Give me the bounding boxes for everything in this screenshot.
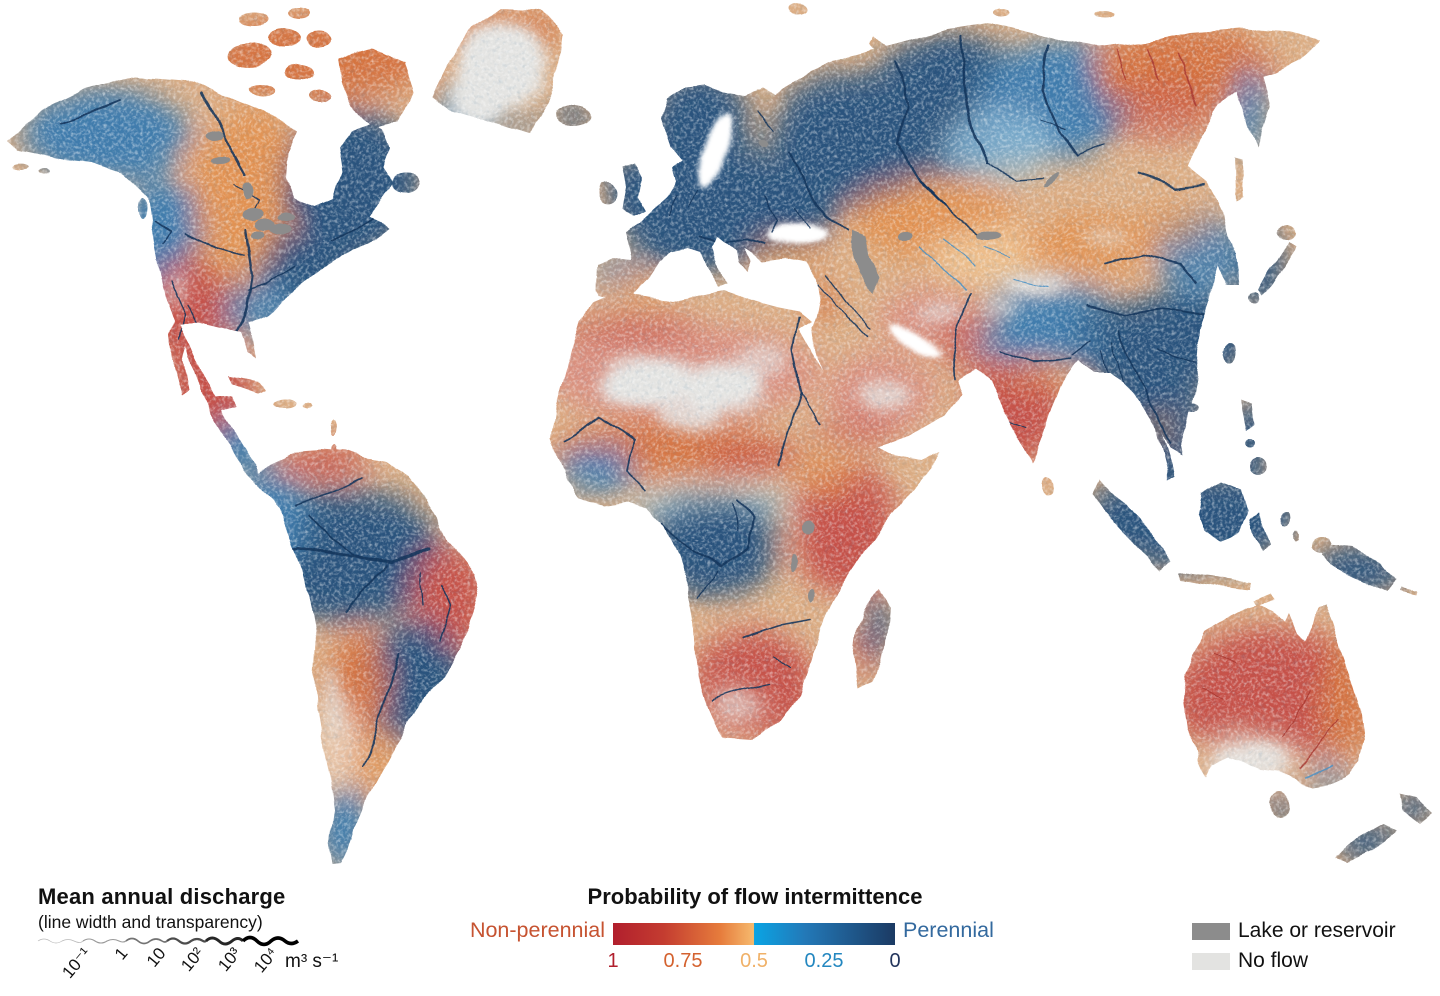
- intermittence-legend-title: Probability of flow intermittence: [587, 884, 923, 909]
- discharge-legend: Mean annual discharge (line width and tr…: [37, 884, 378, 982]
- lake-swatch: [1192, 922, 1230, 940]
- perennial-label: Perennial: [903, 918, 994, 942]
- no-flow-swatch: [1192, 952, 1230, 970]
- colorbar-tick: 0: [889, 950, 901, 972]
- non-perennial-label: Non-perennial: [469, 918, 605, 942]
- discharge-legend-subtitle: (line width and transparency): [38, 912, 263, 932]
- discharge-scale-line: [37, 935, 300, 947]
- rivers-layer: [59, 33, 1341, 779]
- lake-label: Lake or reservoir: [1238, 919, 1396, 942]
- colorbar-tick: 1: [607, 950, 619, 972]
- map-land-group: [8, 5, 1432, 864]
- no-flow-label: No flow: [1238, 949, 1309, 972]
- colorbar-tick: 0.75: [663, 950, 703, 972]
- intermittence-colorbar: [613, 923, 895, 945]
- colorbar-tick: 0.5: [740, 950, 768, 972]
- lakes-layer: [204, 130, 1059, 605]
- discharge-unit: m³ s⁻¹: [285, 951, 339, 972]
- colorbar-tick: 0.25: [804, 950, 844, 972]
- discharge-legend-title: Mean annual discharge: [38, 884, 286, 909]
- interior-seas: [699, 111, 942, 357]
